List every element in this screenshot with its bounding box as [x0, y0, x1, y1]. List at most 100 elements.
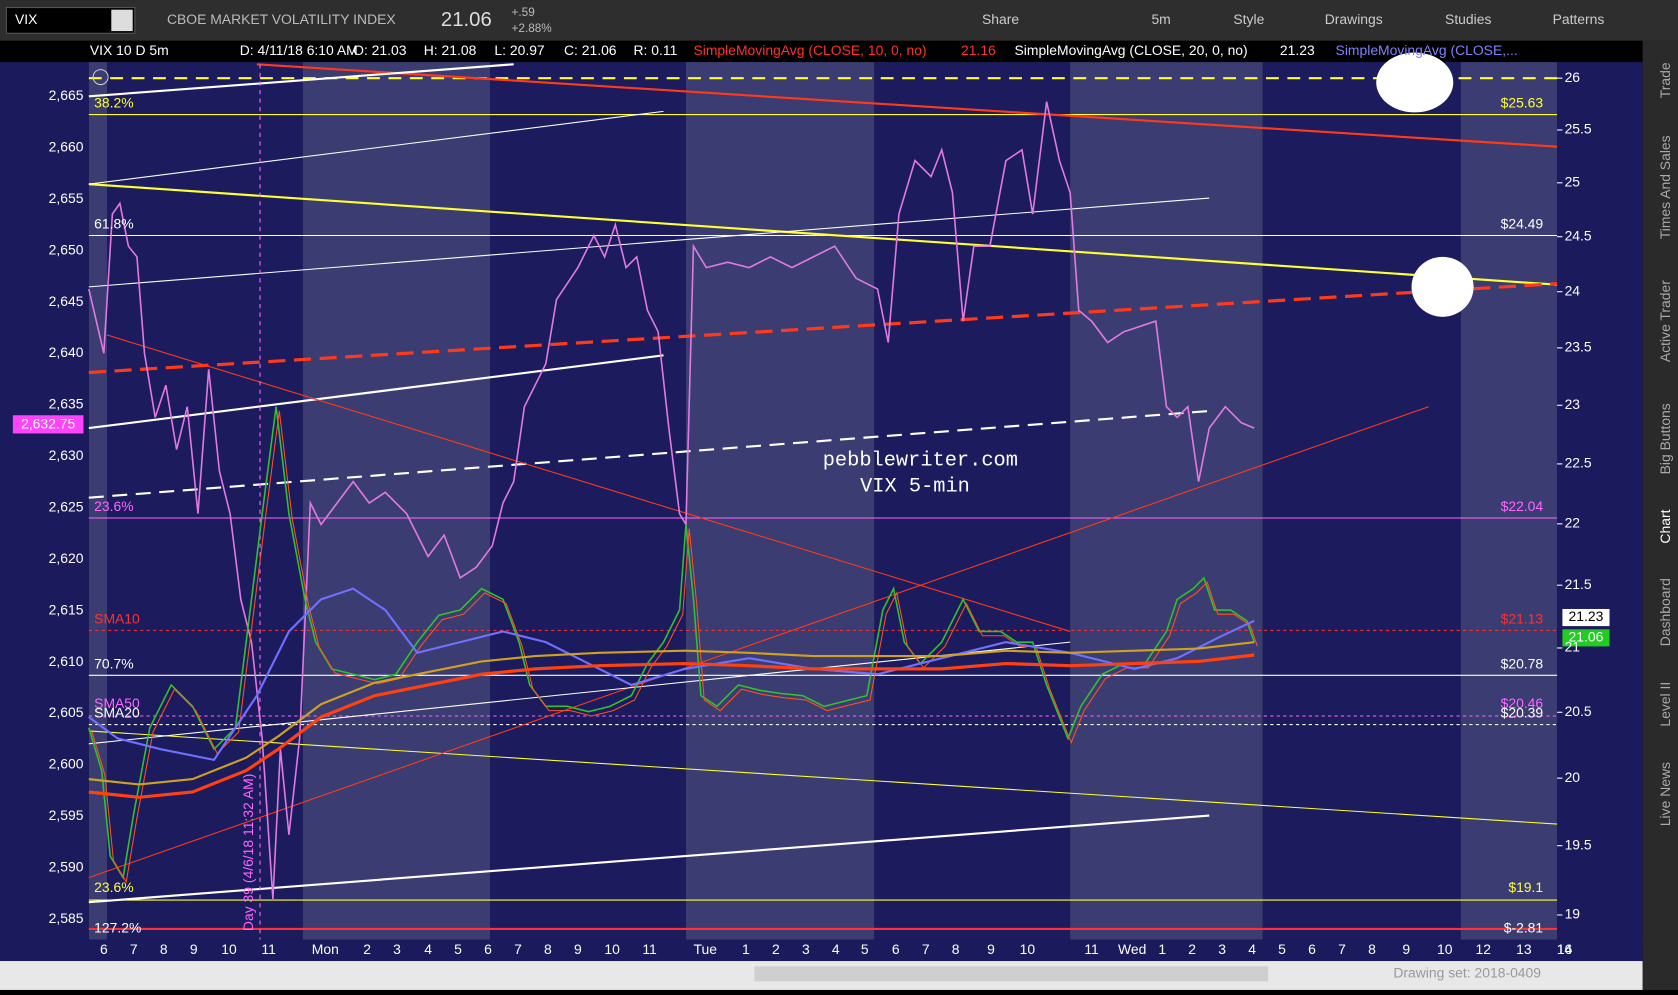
left-axis-label: 2,655 [49, 190, 84, 206]
side-bar [1642, 40, 1678, 990]
price-tag-label: 21.06 [1569, 629, 1604, 645]
left-axis-label: 2,585 [49, 910, 84, 926]
session-band [685, 62, 875, 940]
right-axis-label: 24.5 [1565, 227, 1592, 243]
x-axis-label: 4 [1248, 941, 1256, 957]
toolbar-button[interactable]: Share [982, 11, 1019, 27]
toolbar-button[interactable]: 5m [1151, 11, 1170, 27]
left-axis-label: 2,640 [49, 344, 84, 360]
x-axis-label: 4 [424, 941, 432, 957]
chart-header-item: R: 0.11 [634, 42, 678, 58]
right-axis-label: 19.5 [1565, 836, 1592, 852]
left-axis-label: 2,620 [49, 550, 84, 566]
level-price: $24.49 [1501, 215, 1544, 231]
left-axis-label: 2,665 [49, 87, 84, 103]
x-axis-label: 5 [1278, 941, 1286, 957]
trend-line [88, 406, 1429, 879]
level-price: $20.46 [1501, 695, 1544, 711]
chart-header-item: H: 21.08 [424, 42, 477, 58]
right-axis-label: 22 [1565, 515, 1581, 531]
left-axis-label: 2,660 [49, 138, 84, 154]
toolbar-button[interactable]: Drawings [1325, 11, 1383, 27]
x-axis-label: 7 [130, 941, 138, 957]
level-price: $19.1 [1508, 879, 1543, 895]
side-tab[interactable]: Active Trader [1657, 280, 1673, 362]
x-axis-label: 9 [987, 941, 995, 957]
symbol: VIX [15, 11, 37, 27]
side-tab[interactable]: Trade [1657, 62, 1673, 98]
change-pct: +2.88% [512, 22, 553, 35]
trend-line [88, 641, 1071, 745]
level-label: SMA20 [94, 705, 140, 721]
right-axis-label: 24 [1565, 282, 1581, 298]
right-axis-label: 25.5 [1565, 121, 1592, 137]
vix-line [88, 101, 1255, 900]
session-band [1070, 62, 1263, 940]
side-tab[interactable]: Times And Sales [1657, 135, 1673, 239]
change: +.59 [512, 6, 535, 19]
scroll-thumb[interactable] [754, 966, 1269, 982]
x-axis-label: 11 [261, 941, 276, 957]
right-axis-label: 20 [1565, 769, 1581, 785]
x-axis-label: 10 [604, 941, 620, 957]
trend-line [256, 63, 1558, 148]
left-axis-label: 2,635 [49, 396, 84, 412]
right-axis-label: 23 [1565, 396, 1581, 412]
x-axis-label: 6 [484, 941, 492, 957]
toolbar-button[interactable]: Style [1233, 11, 1264, 27]
sma-gold [88, 641, 1255, 786]
x-axis-label: 11 [642, 941, 657, 957]
crosshair-icon[interactable] [92, 69, 109, 86]
x-axis-label: 8 [160, 941, 168, 957]
side-tab[interactable]: Dashboard [1657, 578, 1673, 646]
study-value: 21.16 [961, 42, 996, 58]
sma-blue [88, 587, 1255, 762]
chart-header-item: VIX 10 D 5m [90, 42, 169, 58]
trend-line [88, 282, 1558, 375]
level-label: 23.6% [94, 498, 133, 514]
toolbar-button[interactable]: Patterns [1553, 11, 1605, 27]
x-axis-label: 8 [544, 941, 552, 957]
trend-line [106, 334, 1071, 632]
x-axis-label: 9 [190, 941, 198, 957]
x-axis-label: 8 [952, 941, 960, 957]
trend-line [88, 63, 514, 98]
level-price: $20.78 [1501, 655, 1544, 671]
right-axis-label: 26 [1565, 69, 1581, 85]
trend-line [88, 110, 664, 185]
toolbar-button[interactable]: Studies [1445, 11, 1491, 27]
x-axis-label: Tue [694, 941, 718, 957]
trend-line [88, 197, 1210, 288]
side-tab[interactable]: Big Buttons [1657, 403, 1673, 474]
session-band [1262, 62, 1461, 940]
dropdown[interactable] [111, 9, 133, 32]
x-axis-label: 10 [1020, 941, 1036, 957]
x-axis-label: 2 [363, 941, 371, 957]
price-line [88, 406, 1255, 880]
session-band [302, 62, 491, 940]
x-axis-label: 8 [1368, 941, 1376, 957]
side-tab[interactable]: Chart [1657, 509, 1673, 543]
right-axis-label: 21 [1565, 639, 1581, 655]
session-bands [88, 62, 1558, 940]
side-tab[interactable]: Live News [1657, 762, 1673, 826]
x-axis-label: 5 [861, 941, 869, 957]
left-axis-label: 2,650 [49, 241, 84, 257]
x-axis-label: Mon [312, 941, 339, 957]
x-axis-label: 6 [892, 941, 900, 957]
chart-header-item: O: 21.03 [353, 42, 407, 58]
level-label: 38.2% [94, 95, 133, 111]
level-label: 70.7% [94, 655, 133, 671]
sma-orange [88, 653, 1255, 799]
level-price: $25.63 [1501, 95, 1544, 111]
highlight-circle [1411, 256, 1474, 317]
side-tab[interactable]: Level II [1657, 682, 1673, 727]
day-note: Day 39 (4/6/18 11:32 AM) [240, 774, 256, 931]
right-axis-label: 21.5 [1565, 576, 1592, 592]
last-price: 21.06 [441, 9, 492, 31]
left-axis-label: 2,600 [49, 756, 84, 772]
watermark: pebblewriter.com [823, 450, 1018, 473]
left-axis-label: 2,590 [49, 859, 84, 875]
